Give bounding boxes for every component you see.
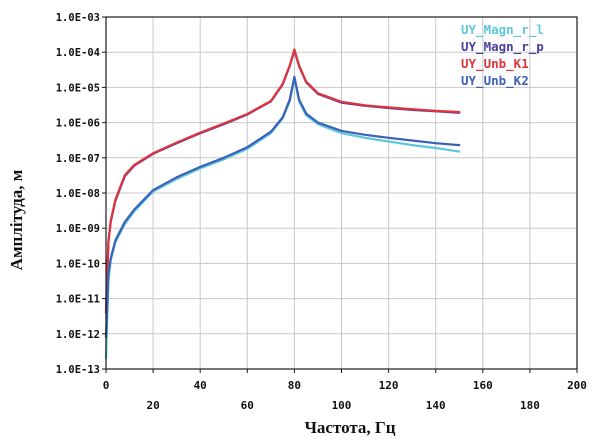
x-tick-label: 100 [332,399,352,412]
y-tick-label: 1.0E-08 [56,188,100,200]
legend-entry: UY_Magn_r_l [461,22,544,38]
y-tick-label: 1.0E-11 [56,294,100,306]
y-tick-label: 1.0E-10 [56,258,100,270]
y-axis-label: Амплітуда, м [7,169,26,270]
x-axis-label: Частота, Гц [304,418,395,437]
x-tick-label: 40 [194,379,207,392]
x-tick-label: 160 [473,379,493,392]
x-tick-label: 180 [520,399,540,412]
series-line-uy-unb-k2 [104,75,461,339]
legend-entry: UY_Unb_K2 [461,73,529,89]
y-tick-label: 1.0E-06 [56,118,100,130]
y-tick-label: 1.0E-04 [56,47,100,59]
x-tick-label: 80 [288,379,301,392]
x-tick-label: 140 [426,399,446,412]
legend-entry: UY_Unb_K1 [461,56,529,72]
y-tick-label: 1.0E-13 [56,364,100,376]
series-line-uy-unb-k1 [104,48,461,314]
y-tick-label: 1.0E-07 [56,153,100,165]
x-tick-label: 0 [103,379,110,392]
y-tick-label: 1.0E-12 [56,329,100,341]
y-tick-label: 1.0E-03 [56,12,100,24]
x-tick-label: 200 [567,379,587,392]
y-tick-label: 1.0E-09 [56,223,100,235]
y-tick-label: 1.0E-05 [56,82,100,94]
x-tick-label: 20 [146,399,159,412]
legend-entry: UY_Magn_r_p [461,39,544,55]
x-tick-label: 120 [379,379,399,392]
x-tick-label: 60 [241,399,254,412]
